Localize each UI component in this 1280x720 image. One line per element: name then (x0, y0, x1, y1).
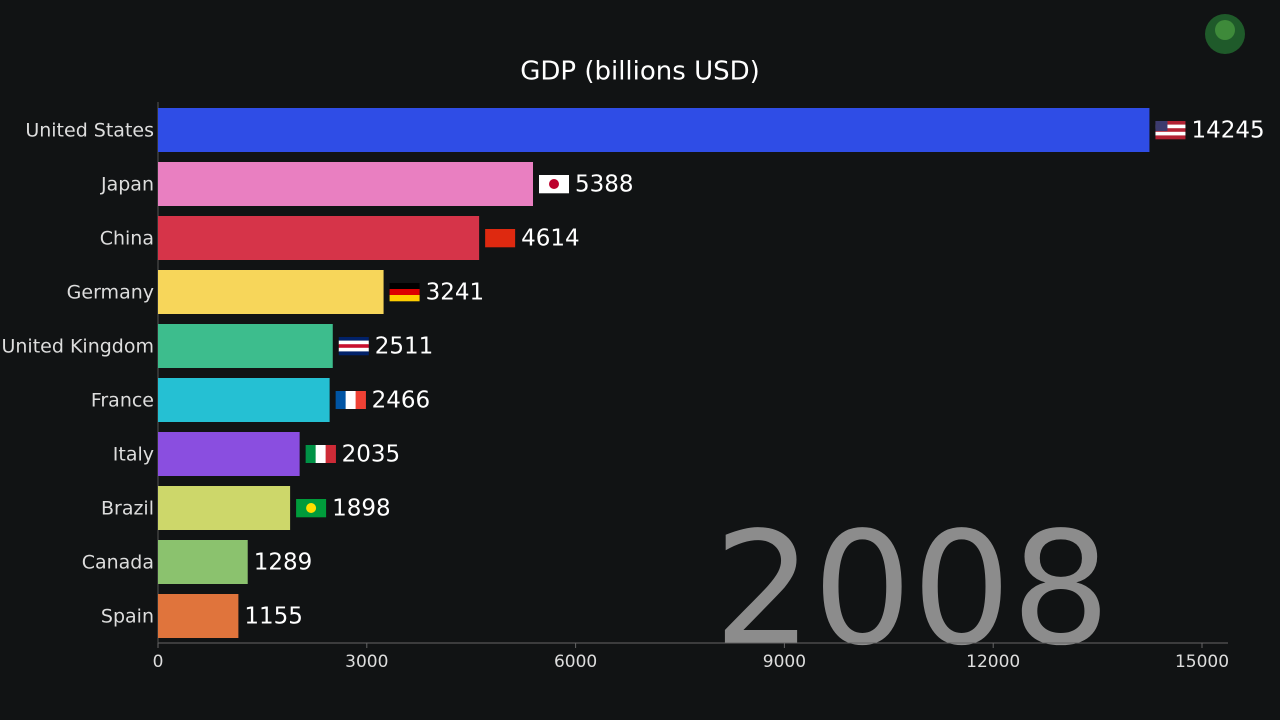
bar (158, 378, 330, 422)
x-tick-label: 6000 (554, 652, 597, 672)
flag-stripe (389, 295, 420, 302)
flag (485, 229, 516, 248)
bar (158, 216, 480, 260)
flag-stripe (1155, 128, 1186, 133)
logo (1205, 14, 1245, 54)
value-label: 2035 (342, 442, 401, 468)
flag (389, 283, 420, 302)
y-tick-label: Canada (82, 552, 154, 574)
flag-stripe (1155, 124, 1186, 129)
flag (539, 175, 570, 194)
bar (158, 540, 248, 584)
flag-stripe (389, 283, 420, 290)
bar (158, 594, 239, 638)
bar (158, 486, 291, 530)
value-label: 4614 (521, 226, 580, 252)
value-label: 1289 (254, 550, 313, 576)
flag (305, 445, 336, 463)
flag-stripe (335, 391, 346, 409)
value-label: 2466 (372, 388, 431, 414)
y-tick-label: Germany (67, 282, 154, 304)
bar (158, 270, 384, 314)
x-tick-label: 3000 (345, 652, 388, 672)
bar (158, 324, 333, 368)
y-tick-label: China (100, 228, 154, 250)
value-label: 1155 (244, 604, 303, 630)
bar (158, 162, 534, 206)
flag (338, 337, 369, 356)
flag-stripe (485, 229, 516, 248)
flag-stripe (338, 340, 369, 345)
flag (1155, 121, 1186, 140)
y-tick-label: Brazil (101, 498, 154, 520)
flag (296, 499, 327, 518)
flag-stripe (325, 445, 336, 463)
y-tick-label: United States (25, 120, 154, 142)
x-tick-label: 12000 (966, 652, 1020, 672)
flag-stripe (338, 347, 369, 352)
x-tick-label: 15000 (1175, 652, 1229, 672)
flag-stripe (355, 391, 366, 409)
flag-stripe (389, 289, 420, 296)
flag-stripe (1155, 121, 1186, 125)
flag-stripe (1155, 135, 1186, 140)
x-tick-label: 9000 (763, 652, 806, 672)
value-label: 2511 (375, 334, 434, 360)
bar (158, 432, 300, 476)
flag-emblem (306, 503, 317, 513)
bar (158, 108, 1150, 152)
y-tick-label: United Kingdom (1, 336, 154, 358)
y-tick-label: Japan (100, 174, 154, 196)
flag-stripe (338, 351, 369, 356)
value-label: 5388 (575, 172, 634, 198)
flag (335, 391, 366, 409)
y-tick-label: France (91, 390, 154, 412)
chart-title: GDP (billions USD) (520, 57, 760, 87)
logo-tree (1215, 20, 1235, 40)
flag-stripe (305, 445, 316, 463)
flag-stripe (345, 391, 356, 409)
value-label: 1898 (332, 496, 391, 522)
y-tick-label: Italy (113, 444, 154, 466)
y-tick-label: Spain (101, 606, 154, 628)
flag-stripe (1155, 131, 1186, 136)
value-label: 14245 (1191, 118, 1264, 144)
flag-stripe (338, 337, 369, 341)
x-tick-label: 0 (153, 652, 164, 672)
flag-stripe (338, 344, 369, 349)
value-label: 3241 (426, 280, 485, 306)
flag-stripe (315, 445, 326, 463)
flag-emblem (549, 179, 560, 189)
flag-canton (1155, 121, 1168, 131)
year-annotation: 2008 (713, 498, 1110, 680)
